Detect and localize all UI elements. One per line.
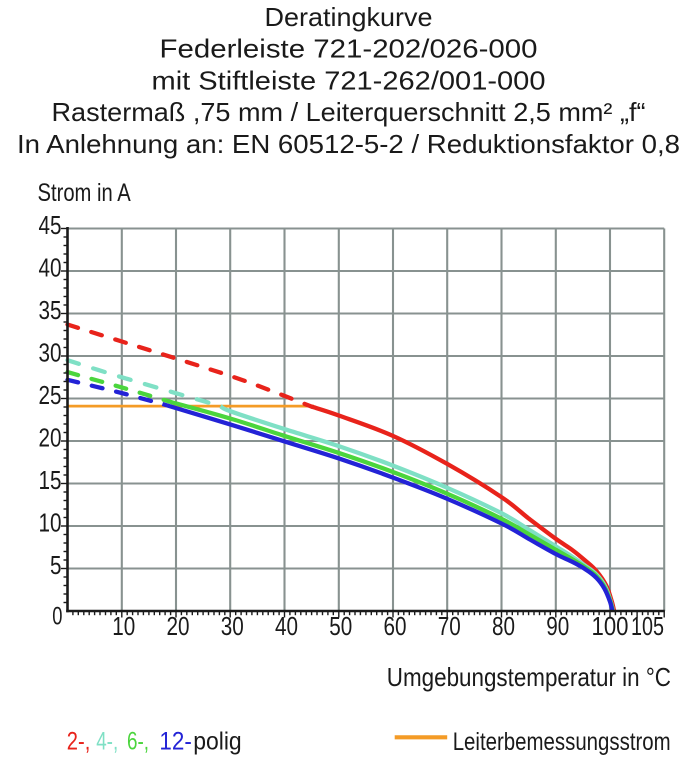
svg-text:50: 50 [329, 611, 352, 641]
svg-text:4-,: 4-, [96, 728, 118, 756]
svg-text:mit Stiftleiste 721-262/001-00: mit Stiftleiste 721-262/001-000 [152, 65, 546, 95]
svg-text:10: 10 [112, 611, 135, 641]
svg-text:Deratingkurve: Deratingkurve [265, 2, 433, 32]
svg-text:20: 20 [167, 611, 190, 641]
svg-text:In Anlehnung an: EN 60512-5-2: In Anlehnung an: EN 60512-5-2 / Reduktio… [17, 129, 680, 159]
svg-text:25: 25 [39, 380, 62, 410]
svg-text:15: 15 [39, 465, 62, 495]
svg-text:80: 80 [492, 611, 515, 641]
svg-text:Leiterbemessungsstrom: Leiterbemessungsstrom [453, 728, 671, 756]
svg-text:5: 5 [50, 550, 62, 580]
svg-text:Rastermaß ,75 mm / Leiterquers: Rastermaß ,75 mm / Leiterquerschnitt 2,5… [52, 97, 646, 127]
svg-text:40: 40 [39, 252, 62, 282]
svg-text:polig: polig [193, 728, 242, 756]
svg-text:40: 40 [275, 611, 298, 641]
svg-text:60: 60 [384, 611, 407, 641]
svg-text:10: 10 [39, 507, 62, 537]
svg-text:90: 90 [546, 611, 569, 641]
svg-text:20: 20 [39, 422, 62, 452]
svg-text:2-,: 2-, [67, 728, 91, 756]
svg-text:105: 105 [631, 611, 664, 641]
svg-text:0: 0 [52, 602, 62, 630]
svg-text:100: 100 [592, 611, 629, 641]
svg-text:70: 70 [438, 611, 461, 641]
svg-text:45: 45 [39, 210, 62, 240]
svg-text:35: 35 [39, 295, 62, 325]
svg-text:Federleiste 721-202/026-000: Federleiste 721-202/026-000 [160, 34, 538, 64]
svg-text:12-: 12- [159, 728, 191, 756]
svg-text:Umgebungstemperatur in °C: Umgebungstemperatur in °C [387, 662, 671, 692]
svg-text:Strom in A: Strom in A [38, 179, 131, 207]
svg-text:30: 30 [221, 611, 244, 641]
svg-text:30: 30 [39, 337, 62, 367]
svg-text:6-,: 6-, [127, 728, 149, 756]
